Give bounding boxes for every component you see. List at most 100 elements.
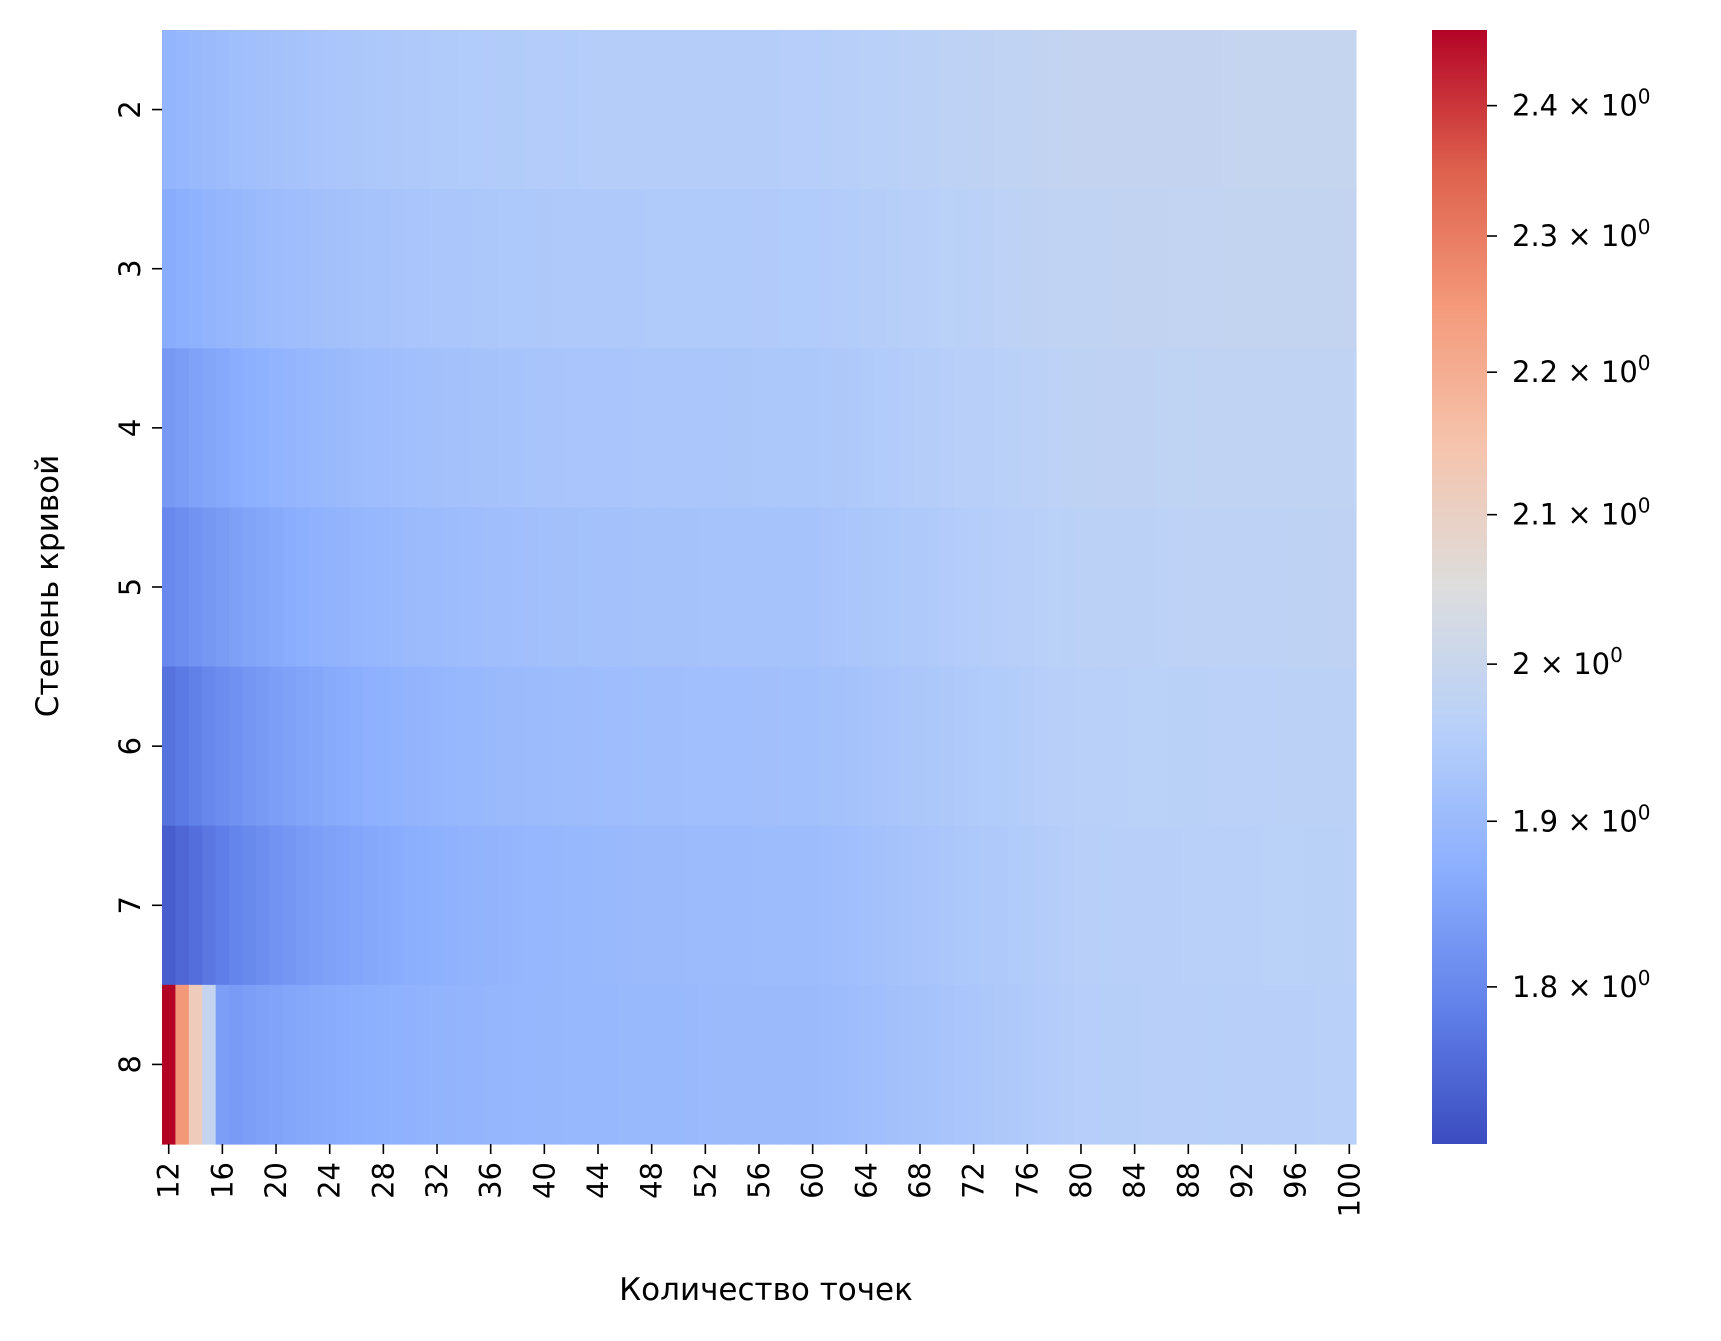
- y-tick-label: 5: [113, 578, 147, 596]
- heatmap-cell: [886, 30, 901, 190]
- heatmap-cell: [524, 30, 539, 190]
- heatmap-cell: [416, 507, 431, 668]
- heatmap-cell: [457, 30, 472, 190]
- heatmap-cell: [1342, 189, 1357, 349]
- heatmap-cell: [269, 30, 284, 190]
- heatmap-cell: [819, 507, 834, 668]
- y-tick-label: 7: [113, 896, 147, 914]
- heatmap-cell: [846, 30, 861, 190]
- heatmap-cell: [1221, 825, 1236, 986]
- heatmap-cell: [1168, 189, 1183, 349]
- heatmap-cell: [349, 984, 364, 1145]
- heatmap-cell: [819, 984, 834, 1145]
- colorbar-tick-label: 2.4 × 100: [1512, 85, 1651, 123]
- heatmap-cell: [899, 984, 914, 1145]
- heatmap-cell: [376, 666, 391, 827]
- heatmap-cell: [805, 666, 820, 827]
- heatmap-cell: [215, 348, 230, 509]
- heatmap-cell: [953, 666, 968, 827]
- heatmap-cell: [1127, 189, 1142, 349]
- heatmap-cell: [497, 984, 512, 1145]
- heatmap-cell: [202, 825, 217, 986]
- heatmap-cell: [1302, 507, 1317, 668]
- heatmap-cell: [819, 666, 834, 827]
- heatmap-cell: [940, 825, 955, 986]
- heatmap-cell: [269, 666, 284, 827]
- heatmap-cell: [1262, 984, 1277, 1145]
- heatmap-cell: [188, 984, 203, 1145]
- heatmap-cell: [671, 507, 686, 668]
- heatmap-cell: [1141, 189, 1156, 349]
- heatmap-cell: [752, 30, 767, 190]
- heatmap-cell: [846, 984, 861, 1145]
- heatmap-cell: [430, 507, 445, 668]
- heatmap-cell: [443, 666, 458, 827]
- heatmap-cell: [832, 666, 847, 827]
- heatmap-cell: [322, 666, 338, 827]
- heatmap-cell: [805, 984, 820, 1145]
- heatmap-cell: [457, 984, 472, 1145]
- heatmap-cell: [416, 189, 431, 349]
- heatmap-cell: [966, 507, 981, 668]
- heatmap-cell: [1074, 507, 1089, 668]
- heatmap-cell: [765, 30, 780, 190]
- heatmap-cell: [1020, 348, 1035, 509]
- heatmap-cell: [631, 348, 646, 509]
- heatmap-cell: [1248, 348, 1263, 509]
- heatmap-cell: [1342, 984, 1357, 1145]
- heatmap-cell: [1329, 348, 1344, 509]
- heatmap-cell: [712, 189, 727, 349]
- heatmap-cell: [1007, 825, 1022, 986]
- heatmap-cell: [162, 984, 177, 1145]
- heatmap-cell: [779, 984, 794, 1145]
- heatmap-cell: [510, 189, 525, 349]
- heatmap-cell: [1235, 984, 1250, 1145]
- heatmap-cell: [698, 189, 713, 349]
- heatmap-cell: [1168, 348, 1183, 509]
- heatmap-cell: [846, 825, 861, 986]
- heatmap-cell: [403, 666, 418, 827]
- heatmap-cell: [886, 825, 901, 986]
- heatmap-cell: [363, 348, 378, 509]
- heatmap-cell: [229, 189, 244, 349]
- heatmap-cell: [336, 189, 351, 349]
- heatmap-cell: [859, 984, 874, 1145]
- heatmap-cell: [940, 30, 955, 190]
- x-tick-label: 100: [1332, 1162, 1366, 1217]
- heatmap-cell: [752, 825, 767, 986]
- x-tick-label: 20: [259, 1162, 293, 1199]
- heatmap-cell: [1034, 984, 1049, 1145]
- heatmap-cell: [859, 30, 874, 190]
- heatmap-cell: [980, 189, 995, 349]
- heatmap-cell: [577, 189, 592, 349]
- heatmap-cell: [805, 348, 820, 509]
- colorbar: 1.8 × 100 1.9 × 100 2 × 100 2.1 × 100 2.2 × …: [1432, 30, 1651, 1144]
- heatmap-cell: [202, 507, 217, 668]
- x-tick-label: 16: [205, 1162, 239, 1199]
- heatmap-cell: [913, 507, 928, 668]
- heatmap-cell: [430, 825, 445, 986]
- heatmap-cell: [175, 189, 190, 349]
- heatmap-cell: [430, 348, 445, 509]
- heatmap-cell: [1127, 507, 1142, 668]
- heatmap-cell: [738, 825, 753, 986]
- x-tick-label: 68: [903, 1162, 937, 1199]
- heatmap-cell: [604, 507, 619, 668]
- heatmap-cell: [1060, 30, 1075, 190]
- heatmap-cell: [658, 348, 673, 509]
- heatmap-cell: [685, 984, 700, 1145]
- heatmap-cell: [1275, 507, 1290, 668]
- heatmap-cell: [1114, 348, 1129, 509]
- heatmap-cell: [551, 507, 566, 668]
- heatmap-cell: [1141, 984, 1156, 1145]
- heatmap-cell: [1181, 348, 1196, 509]
- heatmap-cell: [1074, 825, 1089, 986]
- heatmap-cell: [537, 825, 552, 986]
- heatmap-cell: [591, 348, 606, 509]
- heatmap-cell: [349, 507, 364, 668]
- heatmap-cell: [738, 507, 753, 668]
- heatmap-cell: [1074, 30, 1089, 190]
- heatmap-cell: [805, 825, 820, 986]
- heatmap-cell: [483, 30, 498, 190]
- heatmap-cell: [1047, 666, 1062, 827]
